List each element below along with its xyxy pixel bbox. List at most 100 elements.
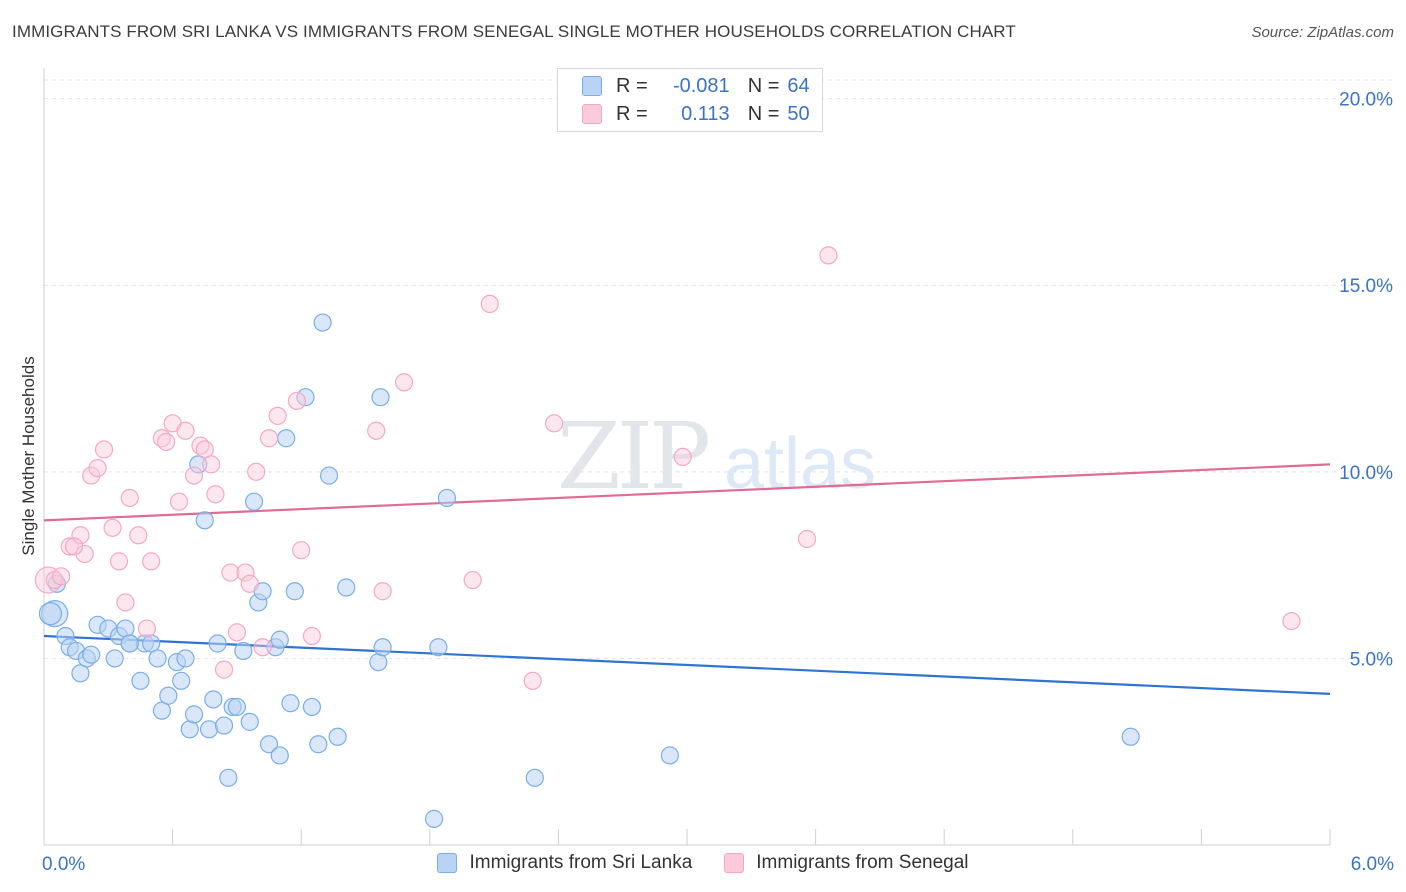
legend-r-value: -0.081 bbox=[672, 74, 730, 97]
series-swatch-senegal bbox=[724, 853, 745, 873]
watermark-atlas: atlas bbox=[724, 424, 876, 504]
legend-swatch-senegal bbox=[582, 104, 602, 124]
point-sri-lanka bbox=[270, 746, 289, 765]
chart-title: IMMIGRANTS FROM SRI LANKA VS IMMIGRANTS … bbox=[12, 22, 1016, 41]
point-senegal bbox=[302, 626, 322, 646]
point-senegal bbox=[373, 582, 392, 601]
point-senegal bbox=[75, 544, 94, 564]
point-senegal bbox=[819, 246, 838, 265]
point-senegal bbox=[103, 518, 122, 537]
legend-n-value: 64 bbox=[787, 74, 810, 97]
point-sri-lanka bbox=[38, 602, 63, 626]
point-senegal bbox=[109, 552, 129, 571]
point-sri-lanka bbox=[309, 735, 328, 754]
source-credit: Source: ZipAtlas.com bbox=[1251, 24, 1394, 41]
point-senegal bbox=[88, 458, 107, 478]
point-senegal bbox=[394, 373, 414, 392]
point-sri-lanka bbox=[277, 429, 296, 448]
point-sri-lanka bbox=[369, 653, 388, 672]
point-sri-lanka bbox=[371, 388, 390, 407]
point-senegal bbox=[116, 593, 135, 612]
point-sri-lanka bbox=[259, 735, 279, 754]
trend-line-sri-lanka bbox=[43, 634, 1331, 695]
axes bbox=[43, 68, 1331, 846]
stats-legend: R = -0.081 N = 64 R = 0.113 N = 50 bbox=[557, 68, 823, 132]
point-senegal bbox=[236, 563, 255, 582]
point-senegal bbox=[221, 563, 240, 582]
trend-line-senegal bbox=[43, 463, 1331, 522]
watermark: ZIP atlas bbox=[557, 403, 876, 510]
point-sri-lanka bbox=[120, 634, 139, 653]
series-legend-senegal: Immigrants from Senegal bbox=[724, 852, 969, 874]
point-senegal bbox=[523, 671, 542, 690]
point-sri-lanka bbox=[240, 712, 259, 731]
y-tick-label: 10.0% bbox=[1339, 463, 1393, 484]
point-senegal bbox=[227, 623, 246, 642]
point-senegal bbox=[60, 537, 79, 556]
point-sri-lanka bbox=[82, 645, 101, 664]
point-senegal bbox=[157, 432, 176, 452]
point-senegal bbox=[34, 566, 62, 594]
legend-row-sri-lanka: R = -0.081 N = 64 bbox=[582, 73, 810, 99]
point-sri-lanka bbox=[208, 634, 227, 653]
point-senegal bbox=[292, 541, 311, 560]
point-sri-lanka bbox=[319, 466, 339, 485]
legend-n-label: N = bbox=[747, 74, 780, 97]
legend-r-label: R = bbox=[616, 74, 648, 97]
point-sri-lanka bbox=[437, 488, 457, 508]
y-tick-label: 5.0% bbox=[1350, 649, 1393, 670]
legend-n-label: N = bbox=[747, 102, 780, 125]
point-sri-lanka bbox=[244, 492, 264, 511]
point-sri-lanka bbox=[429, 638, 448, 657]
point-sri-lanka bbox=[219, 768, 238, 787]
point-senegal bbox=[797, 529, 817, 549]
point-senegal bbox=[120, 488, 139, 508]
point-senegal bbox=[64, 537, 84, 556]
point-sri-lanka bbox=[337, 578, 356, 597]
x-tick-label: 6.0% bbox=[1351, 854, 1394, 875]
point-sri-lanka bbox=[281, 694, 300, 713]
point-sri-lanka bbox=[234, 641, 253, 661]
point-senegal bbox=[673, 447, 692, 467]
point-senegal bbox=[94, 440, 114, 459]
point-senegal bbox=[268, 406, 287, 425]
legend-r-value: 0.113 bbox=[681, 102, 730, 125]
point-senegal bbox=[176, 421, 195, 440]
point-senegal bbox=[206, 485, 225, 504]
point-sri-lanka bbox=[302, 697, 322, 717]
point-sri-lanka bbox=[195, 511, 214, 530]
point-senegal bbox=[247, 462, 266, 481]
point-sri-lanka bbox=[1121, 727, 1140, 746]
point-senegal bbox=[202, 455, 221, 474]
point-sri-lanka bbox=[525, 768, 544, 787]
point-sri-lanka bbox=[199, 720, 219, 739]
trend-lines bbox=[43, 463, 1331, 695]
legend-n-value: 50 bbox=[787, 102, 810, 125]
point-sri-lanka bbox=[285, 582, 304, 601]
point-senegal bbox=[367, 421, 386, 440]
point-sri-lanka bbox=[204, 690, 223, 709]
point-senegal bbox=[253, 638, 272, 657]
point-senegal bbox=[82, 466, 101, 485]
series-legend: Immigrants from Sri Lanka Immigrants fro… bbox=[0, 852, 1406, 874]
point-senegal bbox=[545, 414, 564, 433]
y-tick-label: 15.0% bbox=[1339, 276, 1393, 297]
point-senegal bbox=[184, 466, 204, 485]
point-sri-lanka bbox=[131, 671, 150, 690]
point-sri-lanka bbox=[424, 809, 444, 828]
point-sri-lanka bbox=[373, 638, 392, 657]
point-sri-lanka bbox=[105, 649, 124, 668]
point-senegal bbox=[287, 391, 307, 411]
legend-r-label: R = bbox=[616, 102, 648, 125]
point-senegal bbox=[169, 492, 189, 511]
point-sri-lanka bbox=[148, 649, 167, 668]
tick-labels: 5.0% 10.0% 15.0% 20.0% 0.0% 6.0% bbox=[42, 90, 1394, 875]
point-sri-lanka bbox=[313, 313, 332, 332]
series-swatch-sri-lanka bbox=[437, 853, 458, 873]
point-senegal bbox=[463, 570, 482, 590]
point-senegal bbox=[129, 526, 148, 545]
data-points bbox=[34, 246, 1301, 828]
point-sri-lanka bbox=[180, 720, 199, 739]
point-senegal bbox=[214, 660, 234, 679]
